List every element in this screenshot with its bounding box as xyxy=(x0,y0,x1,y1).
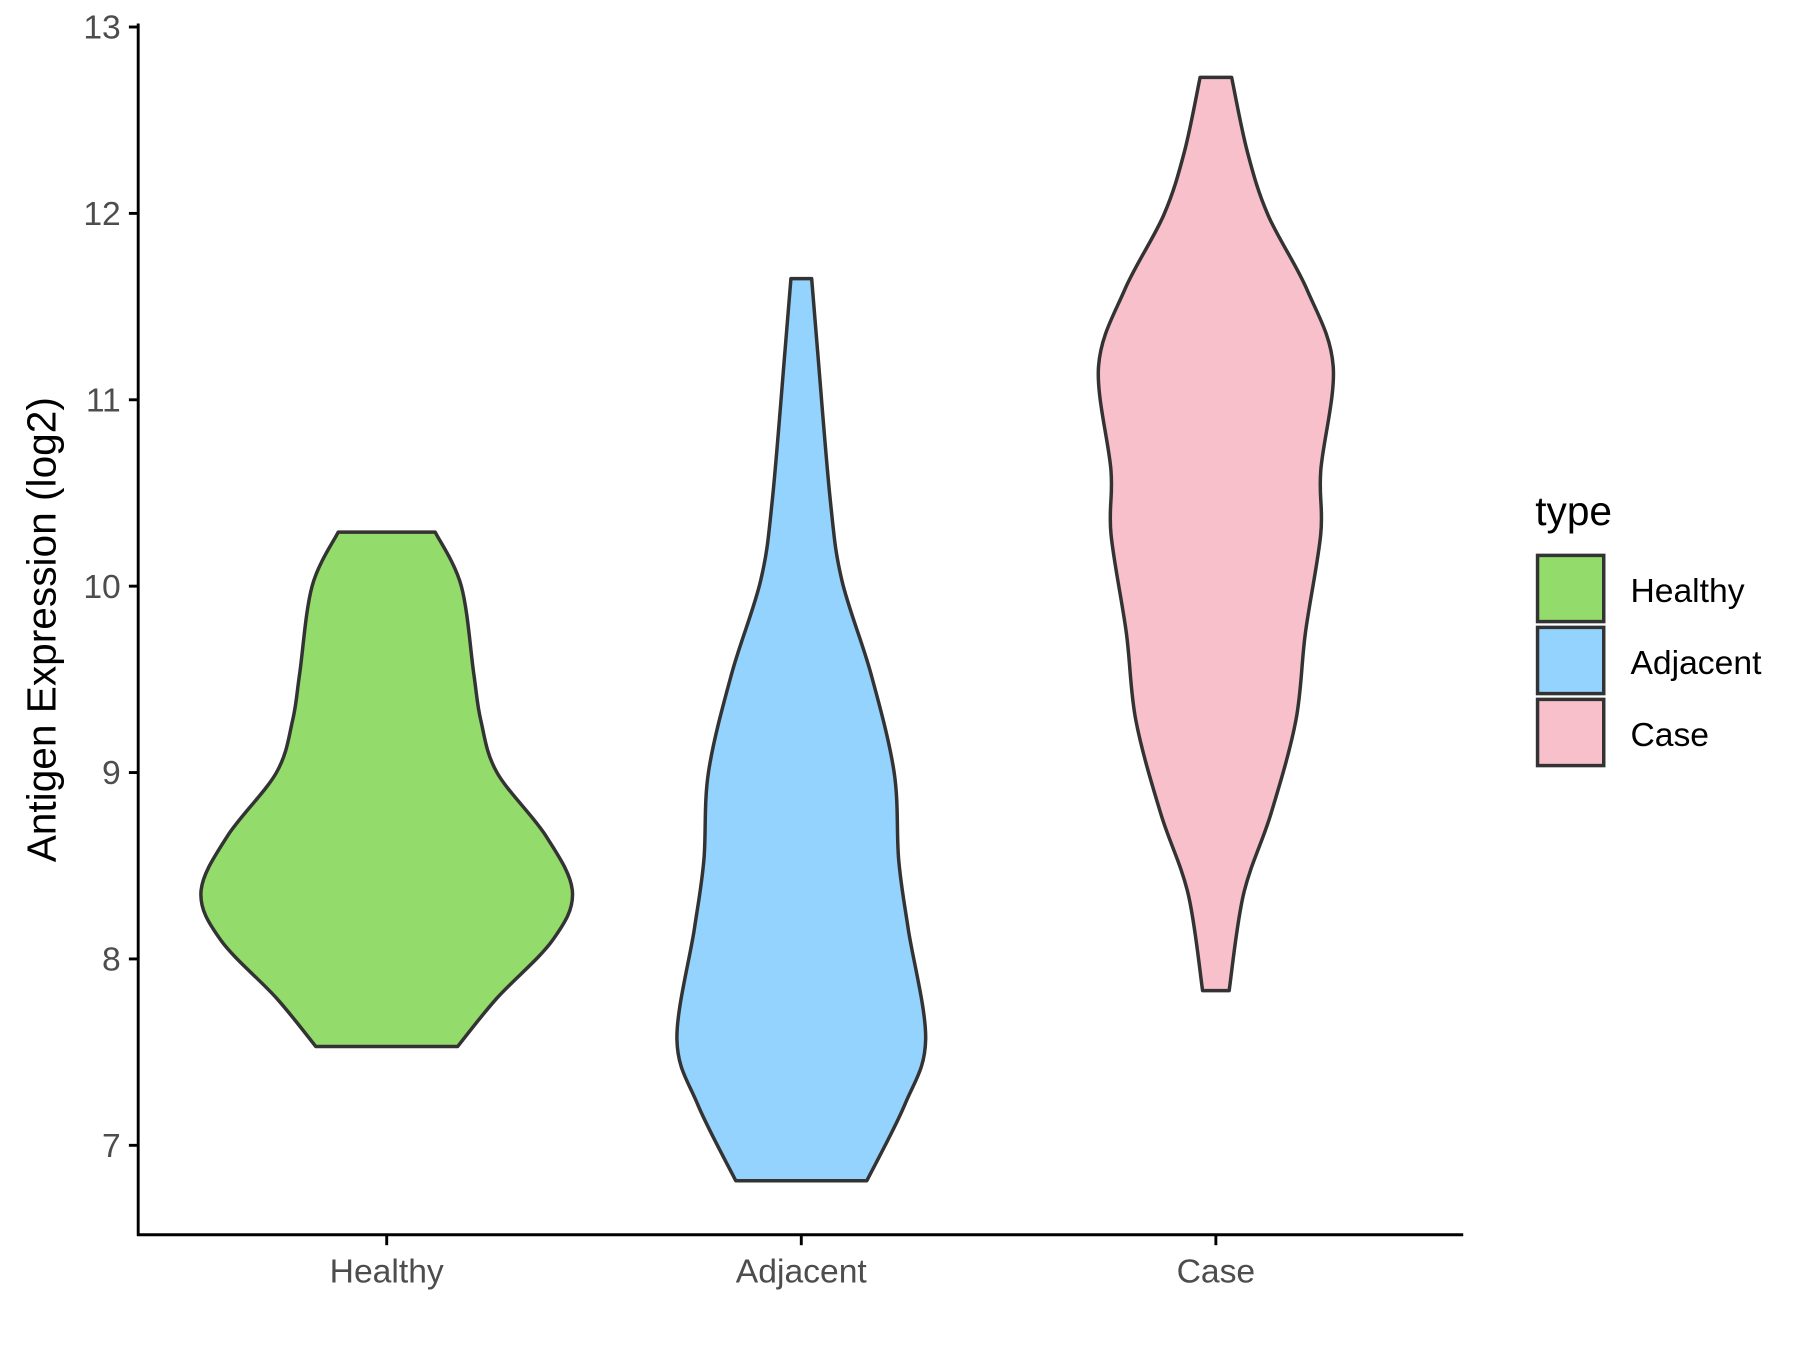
legend-key-healthy xyxy=(1535,553,1606,624)
x-tick-label: Adjacent xyxy=(736,1253,868,1290)
legend-label: Healthy xyxy=(1630,573,1744,610)
y-tick-label: 7 xyxy=(102,1128,121,1165)
y-ticks: 7 8 9 10 11 12 13 xyxy=(83,10,139,1165)
legend: Healthy Adjacent Case xyxy=(1535,553,1762,768)
x-tick-label: Healthy xyxy=(330,1253,444,1290)
legend-label: Adjacent xyxy=(1630,645,1762,682)
y-tick-label: 12 xyxy=(83,196,120,233)
violin-case xyxy=(1096,75,1336,993)
x-ticks: Healthy Adjacent Case xyxy=(330,1234,1256,1290)
x-tick-label: Case xyxy=(1177,1253,1256,1290)
legend-label: Case xyxy=(1630,717,1709,754)
y-tick-label: 10 xyxy=(83,569,120,606)
violin-healthy xyxy=(199,530,575,1049)
y-tick-label: 8 xyxy=(102,942,121,979)
y-axis-label: Antigen Expression (log2) xyxy=(19,397,65,862)
y-tick-label: 11 xyxy=(86,382,121,419)
legend-key-case xyxy=(1535,697,1606,768)
y-tick-label: 13 xyxy=(83,10,120,47)
legend-title: type xyxy=(1535,488,1612,534)
legend-key-adjacent xyxy=(1535,625,1606,696)
violin-adjacent xyxy=(675,276,928,1183)
violins xyxy=(199,75,1336,1183)
y-tick-label: 9 xyxy=(102,755,121,792)
